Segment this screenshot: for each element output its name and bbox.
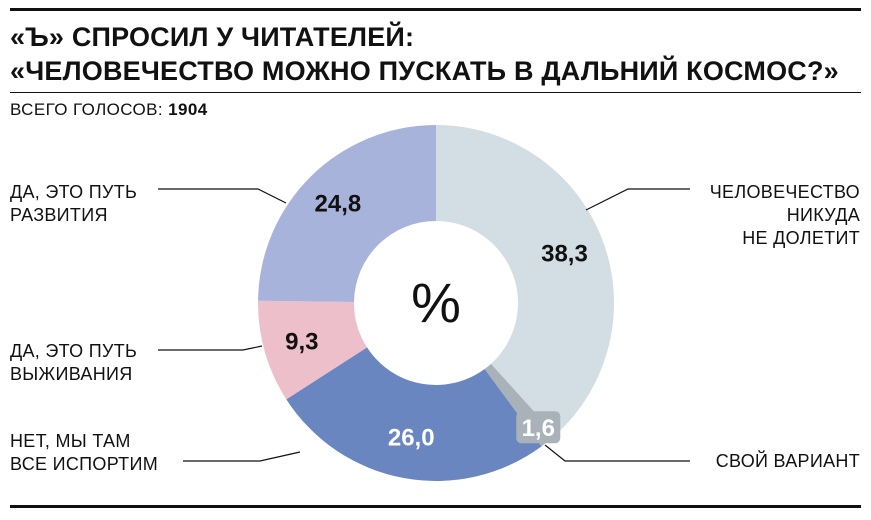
legend-label-slice-0-line-1: ЧЕЛОВЕЧЕСТВО xyxy=(709,182,860,202)
total-votes: ВСЕГО ГОЛОСОВ: 1904 xyxy=(10,100,208,120)
donut-slice-3 xyxy=(258,300,368,400)
legend-label-slice-2: НЕТ, МЫ ТАМ ВСЕ ИСПОРТИМ xyxy=(10,430,158,476)
slice-value-label-0: 38,3 xyxy=(541,241,588,268)
leader-line-1 xyxy=(544,444,690,462)
legend-label-slice-1: СВОЙ ВАРИАНТ xyxy=(716,450,860,473)
slice-value-label-3: 9,3 xyxy=(285,329,318,356)
legend-label-slice-4-line-2: РАЗВИТИЯ xyxy=(10,205,108,225)
total-votes-label: ВСЕГО ГОЛОСОВ: xyxy=(10,100,164,119)
legend-label-slice-1-line-1: СВОЙ ВАРИАНТ xyxy=(715,451,860,471)
legend-label-slice-0-line-3: НЕ ДОЛЕТИТ xyxy=(742,228,860,248)
legend-label-slice-4-line-1: ДА, ЭТО ПУТЬ xyxy=(10,182,138,202)
legend-label-slice-0: ЧЕЛОВЕЧЕСТВО НИКУДА НЕ ДОЛЕТИТ xyxy=(710,181,860,250)
bottom-rule xyxy=(10,505,861,508)
leader-line-3 xyxy=(158,345,263,351)
slice-1-value-badge xyxy=(516,411,561,444)
leader-line-4 xyxy=(158,188,287,204)
slice-value-label-4: 24,8 xyxy=(315,191,362,218)
legend-label-slice-4: ДА, ЭТО ПУТЬ РАЗВИТИЯ xyxy=(10,181,137,227)
legend-label-slice-3: ДА, ЭТО ПУТЬ ВЫЖИВАНИЯ xyxy=(10,340,137,386)
donut-slice-2 xyxy=(286,347,542,481)
slice-value-label-2: 26,0 xyxy=(388,424,435,451)
leader-line-0 xyxy=(585,188,690,211)
legend-label-slice-3-line-2: ВЫЖИВАНИЯ xyxy=(10,364,133,384)
title-rule xyxy=(10,92,861,93)
chart-title: «Ъ» СПРОСИЛ У ЧИТАТЕЛЕЙ: «ЧЕЛОВЕЧЕСТВО М… xyxy=(10,20,861,88)
leader-line-2 xyxy=(183,451,301,462)
center-percent-label: % xyxy=(411,271,461,334)
donut-slice-0 xyxy=(436,125,615,436)
legend-label-slice-0-line-2: НИКУДА xyxy=(786,205,860,225)
slice-value-label-1: 1,6 xyxy=(522,415,555,442)
top-rule xyxy=(10,8,861,11)
legend-label-slice-2-line-1: НЕТ, МЫ ТАМ xyxy=(10,431,131,451)
legend-label-slice-3-line-1: ДА, ЭТО ПУТЬ xyxy=(10,341,138,361)
legend-label-slice-2-line-2: ВСЕ ИСПОРТИМ xyxy=(10,454,159,474)
title-line-2: «ЧЕЛОВЕЧЕСТВО МОЖНО ПУСКАТЬ В ДАЛЬНИЙ КО… xyxy=(10,56,839,86)
donut-slice-4 xyxy=(258,125,436,302)
total-votes-value: 1904 xyxy=(168,100,208,119)
title-line-1: «Ъ» СПРОСИЛ У ЧИТАТЕЛЕЙ: xyxy=(10,22,415,52)
